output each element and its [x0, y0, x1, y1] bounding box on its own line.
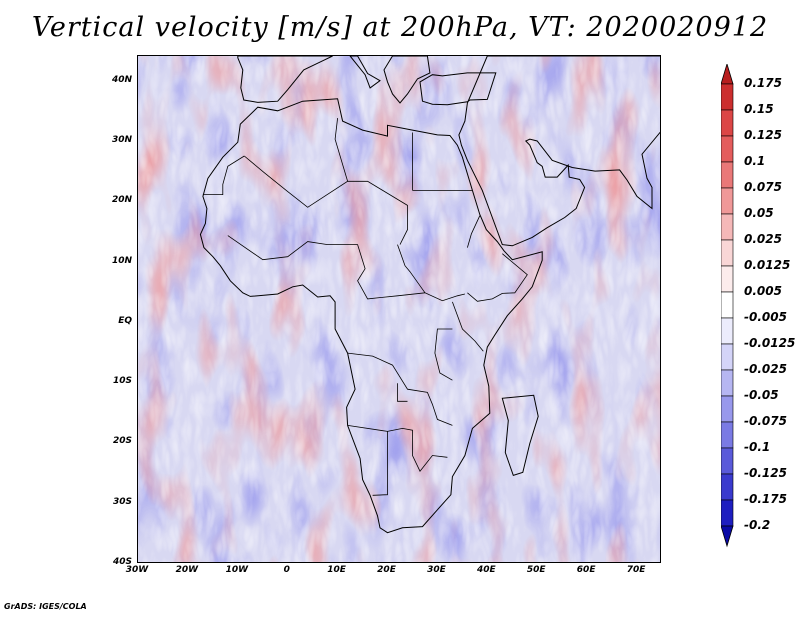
italy-coastline	[349, 56, 381, 89]
colorbar-segment	[721, 83, 734, 111]
colorbar-segment	[721, 109, 734, 137]
colorbar-segment	[721, 187, 734, 215]
colorbar-label: -0.125	[744, 466, 787, 480]
colorbar-label: 0.025	[744, 232, 782, 246]
border-chad-sudan	[397, 244, 426, 294]
colorbar-segment	[721, 369, 734, 397]
colorbar	[721, 64, 734, 548]
colorbar-label: -0.0125	[744, 336, 796, 350]
colorbar-segment	[721, 343, 734, 371]
balkans-coastline	[383, 56, 431, 104]
colorbar-label: -0.2	[744, 518, 771, 532]
colorbar-segment	[721, 161, 734, 189]
colorbar-segment	[721, 291, 734, 319]
arabia-asia-outline	[458, 56, 660, 247]
colorbar-label: 0.005	[744, 284, 782, 298]
border-eritrea	[467, 215, 481, 248]
colorbar-label: -0.1	[744, 440, 771, 454]
madagascar-coastline	[501, 394, 539, 477]
colorbar-segment	[721, 317, 734, 345]
coastlines	[199, 56, 660, 534]
colorbar-label: -0.175	[744, 492, 787, 506]
lon-label: 40E	[476, 565, 496, 575]
lat-label: 30S	[112, 496, 132, 507]
africa-coastline	[199, 98, 543, 534]
colorbar-top-arrow	[721, 64, 734, 85]
lat-label: EQ	[118, 315, 132, 326]
lon-label: 30W	[125, 565, 149, 575]
border-algeria-libya	[334, 118, 348, 182]
lat-label: 20N	[111, 195, 132, 206]
lat-label: 10N	[111, 255, 132, 266]
border-great-lakes	[434, 328, 453, 381]
lon-label: 50E	[526, 565, 546, 575]
lon-label: 70E	[626, 565, 646, 575]
lat-label: 40N	[111, 74, 132, 85]
colorbar-label: -0.005	[744, 310, 787, 324]
colorbar-label: 0.15	[744, 102, 774, 116]
border-kenya-tanzania	[452, 301, 484, 352]
border-sahel	[227, 235, 465, 302]
map-plot-area	[137, 55, 661, 563]
lon-label: 20E	[377, 565, 396, 575]
colorbar-segment	[721, 447, 734, 475]
lon-label: 20W	[175, 565, 199, 575]
colorbar-segment	[721, 135, 734, 163]
colorbar-segment	[721, 473, 734, 501]
colorbar-label: 0.1	[744, 154, 766, 168]
colorbar-segment	[721, 395, 734, 423]
colorbar-label: 0.125	[744, 128, 782, 142]
colorbar-segment	[721, 499, 734, 527]
colorbar-bottom-arrow	[721, 525, 734, 548]
lat-label: 30N	[111, 135, 132, 146]
lon-label: 10E	[327, 565, 346, 575]
colorbar-label: -0.025	[744, 362, 787, 376]
border-horn	[467, 253, 528, 302]
border-southern	[347, 425, 448, 472]
colorbar-segment	[721, 239, 734, 267]
anatolia-coastline	[419, 72, 497, 106]
colorbar-label: 0.0125	[744, 258, 791, 272]
lat-label: 40S	[112, 557, 132, 567]
colorbar-label: -0.075	[744, 414, 787, 428]
lon-label: 10W	[225, 565, 249, 575]
iberia-coastline	[237, 56, 333, 103]
colorbar-label: 0.175	[744, 76, 782, 90]
border-western-sahara	[202, 155, 245, 195]
lat-label: 20S	[112, 436, 132, 447]
colorbar-segment	[721, 421, 734, 449]
colorbar-segment	[721, 265, 734, 293]
map-title: Vertical velocity [m/s] at 200hPa, VT: 2…	[31, 12, 769, 43]
credit-text: GrADS: IGES/COLA	[4, 602, 87, 611]
border-central	[347, 352, 453, 426]
field-streaks	[138, 56, 660, 562]
colorbar-label: -0.05	[744, 388, 779, 402]
colorbar-label: 0.05	[744, 206, 774, 220]
colorbar-segment	[721, 213, 734, 241]
border-namibia	[372, 431, 388, 496]
colorbar-label: 0.075	[744, 180, 782, 194]
lat-label: 10S	[112, 376, 132, 387]
lon-label: 0	[283, 565, 290, 575]
lon-label: 30E	[427, 565, 446, 575]
border-angola-zambia	[397, 383, 408, 402]
lon-label: 60E	[576, 565, 596, 575]
